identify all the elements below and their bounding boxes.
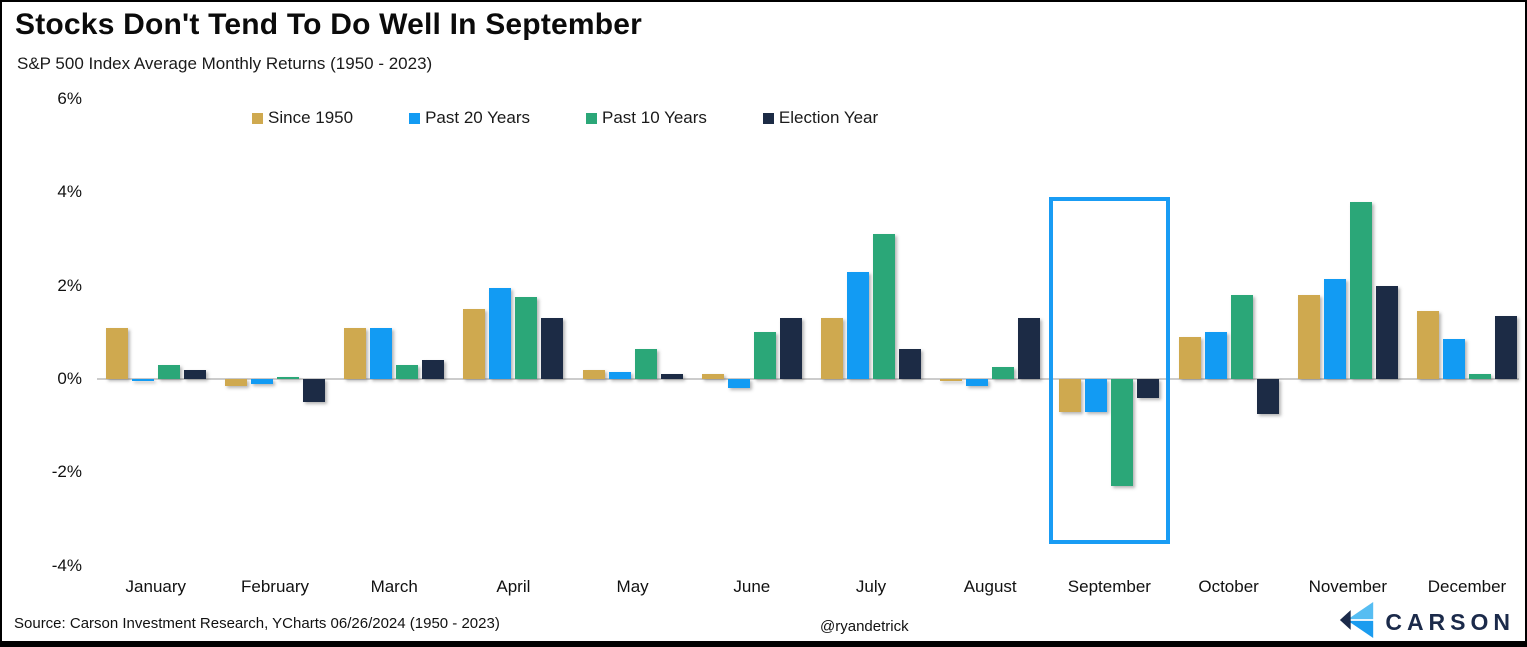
x-axis-label-march: March bbox=[370, 577, 418, 596]
bar-past-20-years-february bbox=[251, 379, 273, 384]
bar-election-year-november bbox=[1375, 285, 1398, 379]
bar-past-10-years-march bbox=[396, 364, 419, 379]
carson-logo: CARSON bbox=[1339, 600, 1515, 641]
bar-election-year-may bbox=[660, 374, 683, 379]
bar-past-20-years-november bbox=[1323, 278, 1346, 379]
bar-past-10-years-november bbox=[1349, 201, 1372, 379]
bar-since-1950-june bbox=[701, 374, 724, 379]
bar-since-1950-february bbox=[225, 379, 247, 386]
bar-since-1950-january bbox=[105, 327, 128, 379]
bar-election-year-september bbox=[1137, 379, 1160, 398]
bar-since-1950-october bbox=[1178, 336, 1201, 379]
bar-since-1950-august bbox=[940, 379, 963, 382]
bar-past-20-years-july bbox=[847, 271, 869, 379]
carson-logo-icon bbox=[1339, 600, 1375, 641]
x-axis-label-june: June bbox=[733, 577, 771, 596]
bar-past-10-years-december bbox=[1469, 374, 1491, 379]
y-axis-tick-label: -4% bbox=[51, 555, 82, 575]
september-highlight-box bbox=[1048, 197, 1170, 544]
bar-past-10-years-july bbox=[873, 234, 895, 379]
legend-swatch-icon bbox=[586, 112, 597, 124]
bar-since-1950-may bbox=[582, 369, 605, 379]
bar-past-20-years-march bbox=[370, 327, 393, 379]
bar-election-year-february bbox=[303, 379, 325, 403]
carson-logo-text: CARSON bbox=[1385, 609, 1515, 635]
bar-election-year-june bbox=[779, 318, 802, 379]
y-axis-tick-label: 4% bbox=[57, 182, 82, 202]
bar-since-1950-march bbox=[344, 327, 367, 379]
bar-past-10-years-may bbox=[634, 348, 657, 379]
legend-item: Since 1950 bbox=[252, 108, 353, 128]
x-axis-label-may: May bbox=[616, 577, 649, 596]
bar-election-year-october bbox=[1256, 379, 1279, 415]
x-axis-label-november: November bbox=[1308, 577, 1387, 596]
source-text: Source: Carson Investment Research, YCha… bbox=[14, 615, 500, 632]
x-axis-label-december: December bbox=[1427, 577, 1507, 596]
y-axis-tick-label: 6% bbox=[57, 88, 82, 108]
legend: Since 1950 Past 20 Years Past 10 Years Elec… bbox=[252, 108, 878, 128]
bar-past-10-years-june bbox=[753, 332, 776, 379]
zero-axis-line bbox=[97, 378, 1519, 380]
bar-past-10-years-april bbox=[515, 297, 538, 379]
page-subtitle: S&P 500 Index Average Monthly Returns (1… bbox=[17, 54, 433, 73]
bar-past-10-years-january bbox=[157, 364, 180, 379]
x-axis-label-october: October bbox=[1198, 577, 1259, 596]
legend-item: Past 20 Years bbox=[409, 108, 530, 128]
bar-past-20-years-january bbox=[131, 379, 154, 382]
bar-past-10-years-october bbox=[1230, 294, 1253, 379]
bar-since-1950-november bbox=[1297, 294, 1320, 379]
y-axis-tick-label: 0% bbox=[57, 369, 82, 388]
legend-swatch-icon bbox=[252, 112, 263, 124]
x-axis-label-april: April bbox=[496, 577, 531, 596]
legend-item: Election Year bbox=[762, 108, 879, 128]
x-axis-label-july: July bbox=[855, 577, 887, 596]
bar-past-10-years-february bbox=[277, 376, 299, 379]
bar-past-10-years-september bbox=[1111, 379, 1134, 487]
bar-past-20-years-april bbox=[489, 287, 512, 379]
bar-since-1950-july bbox=[821, 318, 843, 379]
bar-past-20-years-december bbox=[1443, 339, 1465, 379]
bar-past-20-years-may bbox=[608, 371, 631, 379]
legend-label: Since 1950 bbox=[268, 108, 354, 127]
bar-election-year-april bbox=[541, 318, 564, 379]
x-axis-label-august: August bbox=[963, 577, 1017, 596]
legend-label: Past 10 Years bbox=[602, 108, 707, 127]
author-handle: @ryandetrick bbox=[820, 618, 909, 635]
x-axis-label-september: September bbox=[1067, 577, 1151, 596]
y-axis-tick-label: 2% bbox=[57, 275, 82, 295]
x-axis-label-february: February bbox=[240, 577, 310, 596]
legend-swatch-icon bbox=[762, 112, 774, 124]
bar-election-year-january bbox=[183, 369, 206, 379]
bar-past-20-years-september bbox=[1085, 379, 1108, 412]
bar-since-1950-december bbox=[1417, 311, 1439, 379]
bar-since-1950-september bbox=[1059, 379, 1082, 412]
legend-label: Election Year bbox=[778, 108, 879, 127]
bar-election-year-march bbox=[422, 360, 445, 379]
bar-past-20-years-october bbox=[1204, 332, 1227, 379]
bar-election-year-august bbox=[1018, 318, 1041, 379]
bar-election-year-december bbox=[1495, 315, 1517, 379]
bar-past-20-years-august bbox=[966, 379, 989, 386]
legend-swatch-icon bbox=[409, 112, 421, 124]
bar-past-10-years-august bbox=[992, 367, 1015, 379]
page-title: Stocks Don't Tend To Do Well In Septembe… bbox=[15, 8, 643, 41]
bar-past-20-years-june bbox=[727, 379, 750, 389]
bar-election-year-july bbox=[899, 348, 921, 379]
y-axis-tick-label: -2% bbox=[51, 462, 82, 482]
x-axis-label-january: January bbox=[125, 577, 187, 596]
legend-item: Past 10 Years bbox=[586, 108, 707, 128]
legend-label: Past 20 Years bbox=[425, 108, 530, 127]
bar-since-1950-april bbox=[463, 308, 486, 379]
